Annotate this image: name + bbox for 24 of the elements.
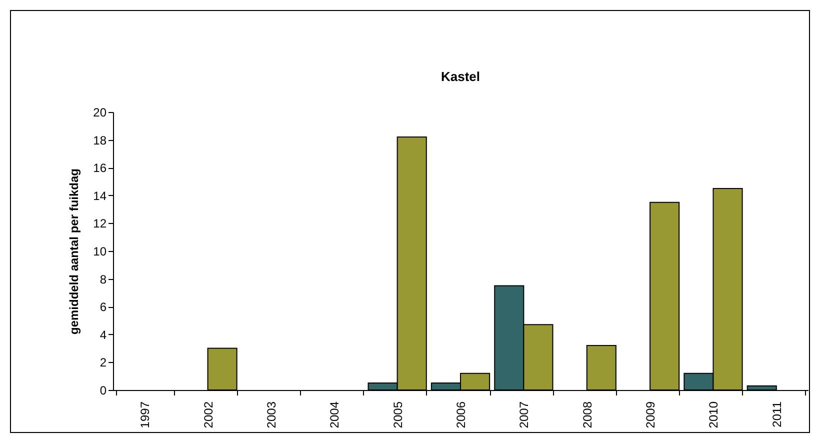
y-tick-label: 10 xyxy=(93,244,107,258)
y-tick-label: 18 xyxy=(93,133,107,148)
y-axis-title: gemiddeld aantal per fuikdag xyxy=(67,168,82,335)
x-tick-label: 2009 xyxy=(644,401,658,428)
x-tick-label: 2011 xyxy=(770,401,784,428)
x-tick-label: 2007 xyxy=(517,401,532,428)
x-tick-label: 2010 xyxy=(706,401,721,428)
y-tick-label: 12 xyxy=(93,216,107,231)
x-tick-label: 2005 xyxy=(390,401,405,428)
y-tick-label: 0 xyxy=(100,384,107,398)
y-tick-label: 4 xyxy=(100,328,107,342)
x-tick-label: 2006 xyxy=(454,401,468,428)
x-tick-label: 1997 xyxy=(138,401,152,428)
x-tick-label: 2004 xyxy=(328,401,342,428)
y-tick-label: 16 xyxy=(93,161,107,176)
y-tick-label: 14 xyxy=(93,188,107,203)
x-tick-label: 2003 xyxy=(264,401,278,428)
y-tick-label: 8 xyxy=(100,272,107,286)
y-tick-label: 20 xyxy=(93,106,107,120)
y-tick-label: 2 xyxy=(100,356,107,370)
x-tick-label: 2008 xyxy=(580,401,594,428)
chart-title: Kastel xyxy=(440,69,480,84)
x-tick-label: 2002 xyxy=(201,401,216,428)
y-tick-label: 6 xyxy=(100,300,107,314)
